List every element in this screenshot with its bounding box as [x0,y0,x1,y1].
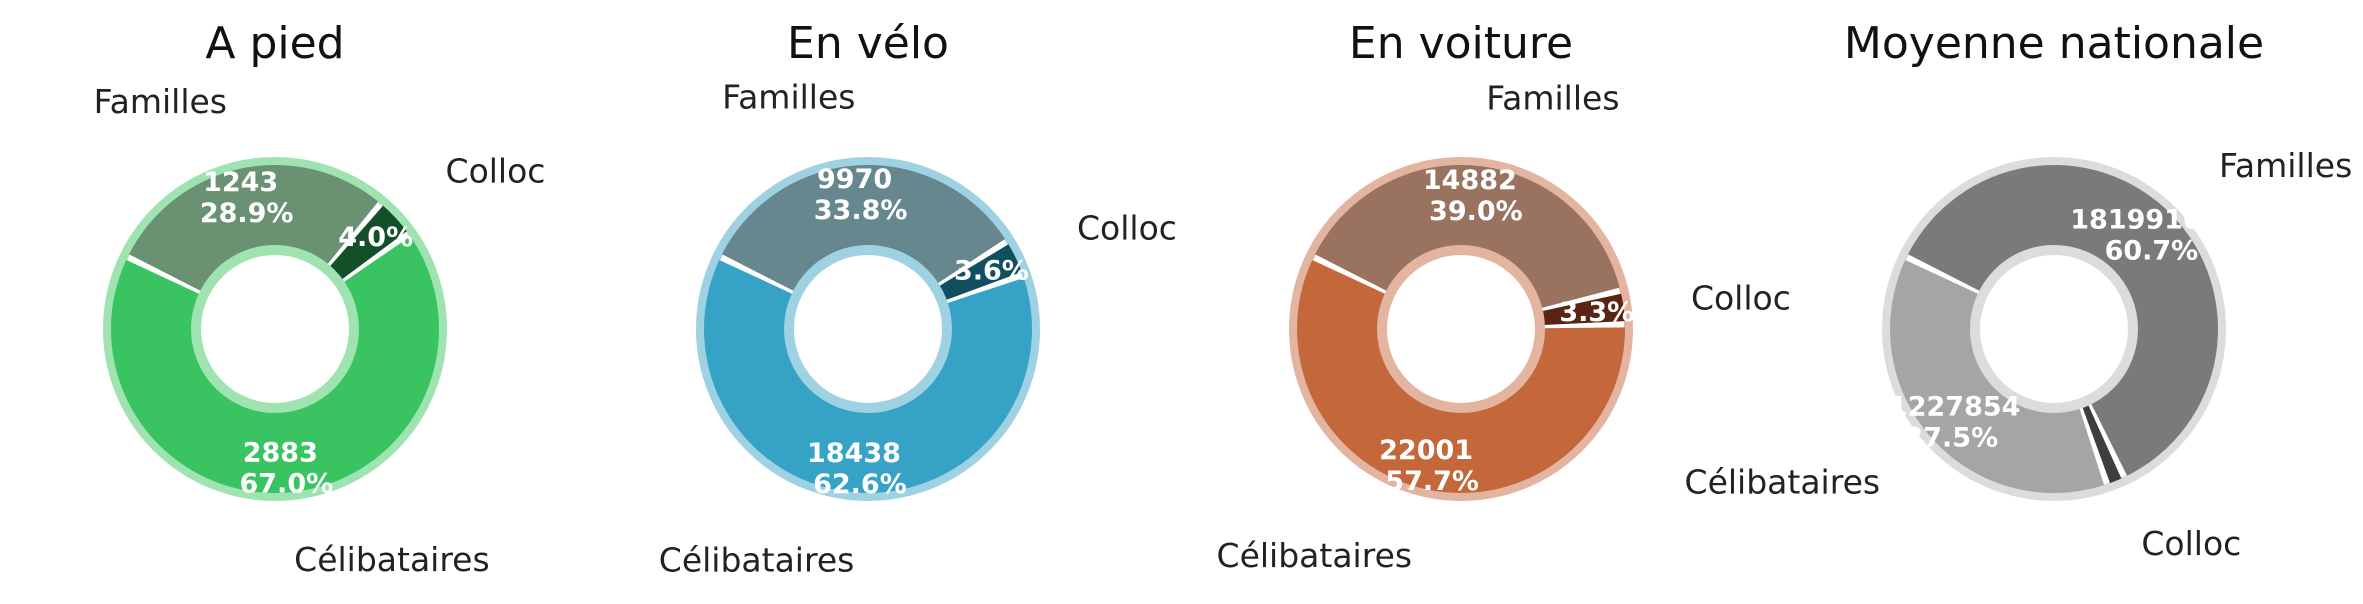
percent-label: 67.0% [239,469,333,500]
percent-label: 60.7% [2105,236,2199,267]
value-label: 18438 [807,438,901,469]
outer-ring [1882,157,2226,501]
slice-colloc [936,244,1022,302]
percent-label: 28.9% [200,198,294,229]
slice-celibataires [110,236,440,494]
inner-ring [784,245,952,413]
category-label: Colloc [1077,208,1177,247]
category-label: Colloc [446,152,546,191]
percent-label: 39.0% [1429,196,1523,227]
outer-ring [103,157,447,501]
slice-familles [722,165,1006,293]
slice-familles [1908,164,2218,476]
value-label: 1243 [203,167,278,198]
slice-celibataires [1890,259,2105,493]
value-label: 2883 [243,438,318,469]
percent-label: 62.6% [813,469,907,500]
slice-colloc [327,205,407,282]
value-label: 14882 [1423,165,1517,196]
chart-title: Moyenne nationale [1844,18,2264,69]
category-label: Célibataires [294,540,490,579]
percent-label: 57.7% [1385,466,1479,497]
percent-label: 4.0% [338,222,413,253]
inner-ring [191,245,359,413]
slice-familles [129,165,379,293]
donut-moyenne-nationale: Moyenne nationale Célibataires 1122785437.… [1685,18,2353,563]
category-label: Familles [1486,78,1619,117]
category-label: Familles [2219,146,2352,185]
chart-title: En voiture [1349,18,1573,69]
category-label: Colloc [2141,524,2241,563]
percent-label: 3.3% [1559,297,1634,328]
percent-label: 3.6% [954,256,1029,287]
percent-label: 33.8% [814,195,908,226]
slice-familles [1315,165,1620,309]
value-label: 11227854 [1870,392,2020,423]
value-label: 18199105 [2070,205,2220,236]
value-label: 9970 [817,164,892,195]
category-label: Familles [94,82,227,121]
category-label: Familles [722,77,855,116]
category-label: Célibataires [659,541,855,580]
value-label: 22001 [1379,435,1473,466]
category-label: Colloc [1691,278,1791,317]
outer-ring [1289,157,1633,501]
outer-ring [696,157,1040,501]
slice-colloc [1539,293,1625,326]
inner-ring [1377,245,1545,413]
inner-ring [1970,245,2138,413]
category-label: Célibataires [1217,536,1413,575]
category-label: Célibataires [1685,463,1881,502]
percent-label: 37.5% [1904,423,1998,454]
chart-title: En vélo [787,18,949,69]
slice-colloc [2081,401,2122,484]
chart-title: A pied [205,18,344,69]
